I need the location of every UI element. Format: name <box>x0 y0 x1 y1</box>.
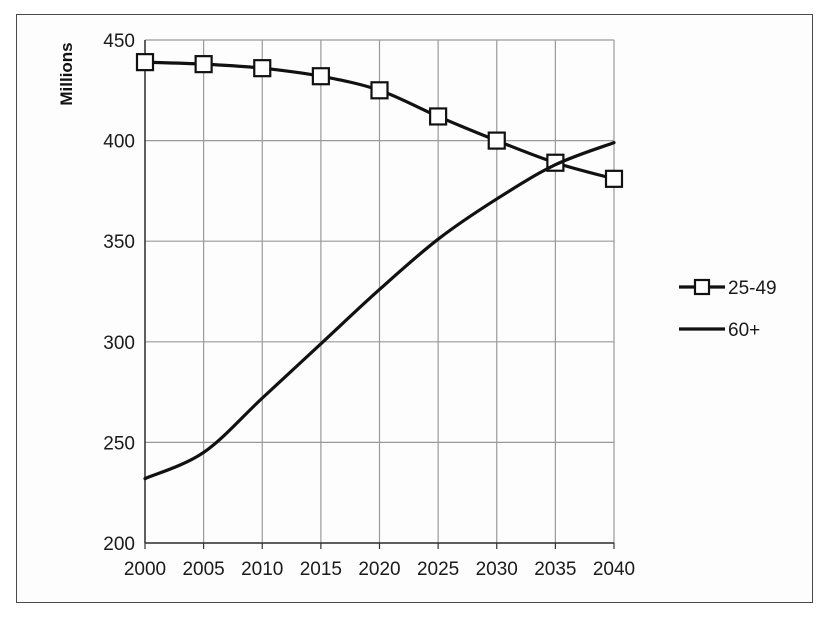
y-tick-label: 250 <box>103 433 135 454</box>
x-tick-label: 2030 <box>476 559 518 580</box>
x-tick-label: 2010 <box>241 559 283 580</box>
y-tick-label: 450 <box>103 31 135 52</box>
y-axis-title: Millions <box>57 42 76 105</box>
y-tick-label: 300 <box>103 333 135 354</box>
x-tick-label: 2025 <box>417 559 459 580</box>
axes: 200 250 300 350 400 450 2000 2005 2010 2015 2020 20… <box>103 31 635 580</box>
y-tick-label: 200 <box>103 534 135 555</box>
x-tick-label: 2000 <box>124 559 166 580</box>
x-tick-label: 2005 <box>182 559 224 580</box>
x-tick-label: 2040 <box>593 559 635 580</box>
data-point-marker <box>429 107 448 126</box>
x-tick-label: 2015 <box>300 559 342 580</box>
data-point-marker <box>604 169 624 188</box>
data-point-marker <box>311 67 330 86</box>
data-point-marker <box>487 131 506 150</box>
y-tick-label: 350 <box>103 232 135 253</box>
data-point-marker <box>194 55 213 74</box>
x-tick-label: 2035 <box>534 559 576 580</box>
legend-label: 60+ <box>728 320 760 341</box>
legend: 25-49 60+ <box>679 278 777 341</box>
x-tick-label: 2020 <box>358 559 400 580</box>
data-point-marker <box>253 59 272 78</box>
series-line-60 <box>143 141 616 481</box>
series-layer <box>135 53 624 481</box>
y-tick-label: 400 <box>103 132 135 153</box>
data-point-marker <box>135 53 155 72</box>
legend-label: 25-49 <box>728 278 777 299</box>
data-point-marker <box>370 81 389 100</box>
chart-frame <box>16 14 813 603</box>
legend-marker <box>693 278 711 296</box>
